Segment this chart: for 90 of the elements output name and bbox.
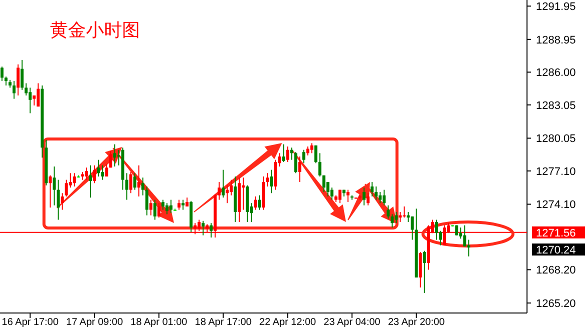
x-tick-label: 18 Apr 17:00 <box>194 317 252 327</box>
candlestick <box>169 199 172 214</box>
candlestick <box>137 164 140 197</box>
candlestick <box>322 174 326 193</box>
candlestick <box>202 220 205 236</box>
candlestick <box>28 87 32 114</box>
candlestick <box>230 179 233 196</box>
candlestick <box>149 199 152 216</box>
y-tick-label: 1280.05 <box>536 133 576 146</box>
candlestick <box>133 172 136 190</box>
candlestick <box>0 66 4 82</box>
candlestick <box>113 144 116 167</box>
candlestick <box>394 211 398 224</box>
candlestick <box>93 164 96 184</box>
candlestick <box>12 80 16 100</box>
candlestick <box>270 169 274 194</box>
candlestick <box>56 179 60 220</box>
candlestick <box>157 202 160 218</box>
candlestick <box>390 214 394 228</box>
candlestick <box>109 150 112 168</box>
candlestick <box>346 189 350 203</box>
candlestick <box>36 82 40 108</box>
candlestick <box>382 189 386 206</box>
candlestick <box>60 192 64 210</box>
x-tick-label: 23 Apr 04:00 <box>324 317 381 327</box>
candlestick <box>165 202 168 215</box>
candlestick <box>254 196 257 210</box>
text: 黄金小时图 <box>50 20 140 41</box>
candlestick <box>178 199 181 210</box>
x-tick-label: 16 Apr 17:00 <box>2 317 59 327</box>
candlestick <box>153 199 156 220</box>
candlestick <box>266 172 270 187</box>
candlestick <box>129 172 132 194</box>
candlestick <box>294 152 298 174</box>
y-tick-label: 1291.95 <box>536 1 576 14</box>
y-tick-label: 1268.20 <box>536 264 576 277</box>
candlestick <box>84 167 88 180</box>
candlestick <box>218 182 221 200</box>
candlestick <box>24 82 28 96</box>
candlestick <box>370 182 374 197</box>
y-tick-label: 1277.10 <box>536 166 576 178</box>
x-tick-label: 18 Apr 01:00 <box>130 317 188 327</box>
y-tick-label: 1274.10 <box>536 199 576 212</box>
candlestick <box>226 184 229 204</box>
candlestick <box>258 194 261 210</box>
y-tick-label: 1283.05 <box>536 100 576 112</box>
candlestick <box>378 192 382 204</box>
candlestick <box>302 149 306 164</box>
ref-line-label: 1271.56 <box>536 227 576 240</box>
candlestick <box>463 224 466 247</box>
text: 1270.24 <box>536 244 576 257</box>
y-tick-label: 1288.95 <box>536 34 576 46</box>
candlestick <box>290 147 294 160</box>
candlestick <box>210 222 213 238</box>
candlestick <box>282 144 286 163</box>
candlestick <box>386 204 390 220</box>
candlestick <box>318 152 322 177</box>
candlestick <box>434 219 438 240</box>
candlestick <box>161 199 164 210</box>
candlestick <box>48 174 52 208</box>
candlestick <box>89 164 92 198</box>
candlestick <box>366 192 370 206</box>
x-tick-label: 23 Apr 20:00 <box>388 317 446 327</box>
candlestick <box>72 172 76 187</box>
candlestick <box>286 146 290 163</box>
candlestick <box>52 166 56 206</box>
candlestick <box>20 59 24 90</box>
candlestick <box>97 159 100 177</box>
candlestick <box>402 206 406 218</box>
candlestick <box>16 64 20 96</box>
candlestick <box>182 199 185 210</box>
candlestick <box>310 142 314 154</box>
candlestick <box>222 169 225 198</box>
candlestick <box>298 156 302 183</box>
candlestick <box>125 172 128 200</box>
candlestick <box>141 177 144 196</box>
y-tick-label: 1286.00 <box>536 67 576 80</box>
candlestick <box>105 164 108 177</box>
candlestick <box>362 187 366 206</box>
candlestick <box>422 250 426 294</box>
candlestick <box>145 186 148 216</box>
x-tick-label: 22 Apr 12:00 <box>259 317 316 327</box>
candlestick <box>338 189 342 204</box>
x-tick-label: 17 Apr 09:00 <box>66 317 124 327</box>
candlestick <box>101 164 104 180</box>
candlestick <box>64 179 68 197</box>
candlestick <box>374 186 378 200</box>
candlestick <box>314 144 318 164</box>
y-tick-label: 1265.20 <box>536 298 576 310</box>
candlestick <box>410 216 414 240</box>
